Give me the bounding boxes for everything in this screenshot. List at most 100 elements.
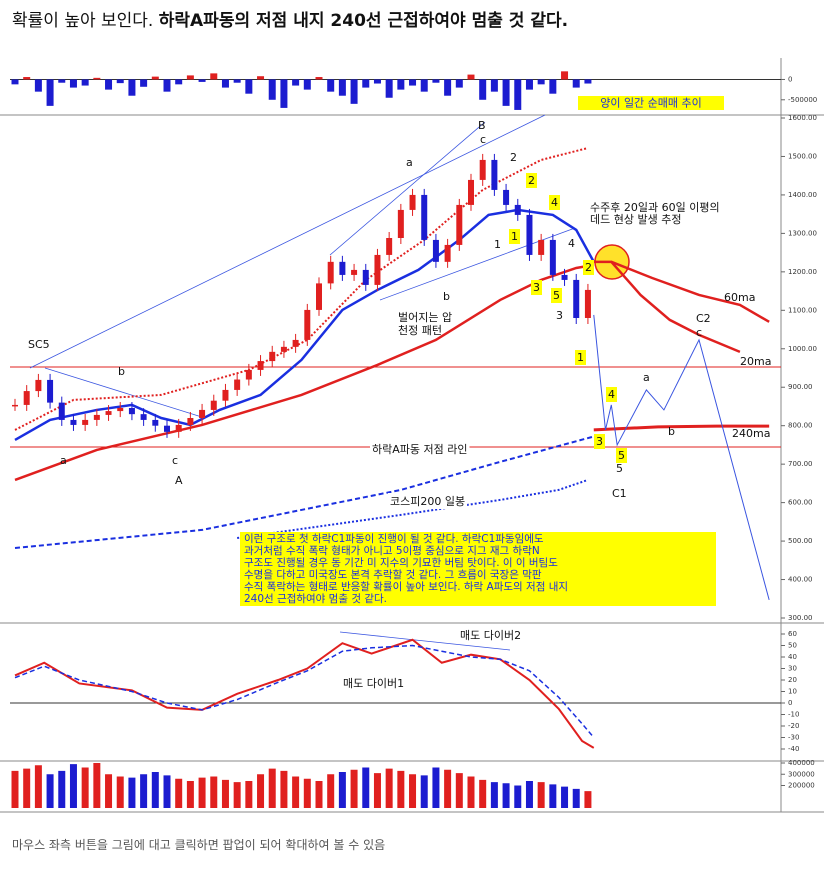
bar: [397, 770, 405, 808]
bar: [338, 79, 346, 96]
candle-body: [199, 409, 206, 418]
annotation: 1: [511, 230, 518, 243]
bar: [233, 79, 241, 83]
annotation: 5: [616, 462, 623, 475]
candle-body: [304, 309, 311, 340]
bar: [397, 79, 405, 90]
bar: [362, 79, 370, 88]
y-tick-label: 300000: [788, 770, 815, 778]
candle-body: [175, 424, 182, 432]
annotation: c: [172, 454, 178, 467]
candle-body: [245, 369, 252, 380]
bar: [46, 774, 54, 808]
annotation: 2: [510, 151, 517, 164]
bar: [69, 764, 77, 808]
bar: [584, 79, 592, 84]
bar: [350, 769, 358, 808]
bar: [327, 79, 335, 92]
header-lead: 확률이 높아 보인다.: [12, 11, 154, 31]
bar: [584, 791, 592, 808]
bar: [467, 74, 475, 80]
bar: [58, 79, 66, 83]
y-tick-label: 400000: [788, 759, 815, 767]
bar: [233, 782, 241, 808]
annotation: a: [406, 156, 413, 169]
bar: [163, 79, 171, 92]
bar: [257, 76, 265, 80]
bar: [186, 781, 194, 808]
candle-body: [187, 418, 194, 425]
bar: [93, 763, 101, 808]
candle-body: [128, 408, 135, 415]
annotation: 3: [556, 309, 563, 322]
annotation: 천정 패턴: [398, 323, 442, 337]
candle-body: [210, 400, 217, 410]
bar: [525, 781, 533, 808]
bar: [175, 79, 183, 85]
annotation: 2: [585, 261, 592, 274]
bar: [549, 784, 557, 808]
candle-body: [82, 419, 89, 425]
candle-body: [491, 159, 498, 190]
annotation: 4: [568, 237, 575, 250]
note-line: 이런 구조로 첫 하락C1파동이 진행이 될 것 같다. 하락C1파동임에도: [244, 532, 544, 545]
annotation: a: [60, 454, 67, 467]
annotation: 하락A파동 저점 라인: [372, 442, 467, 456]
footer: 마우스 좌측 버튼을 그림에 대고 클릭하면 팝업이 되어 확대하여 볼 수 있…: [12, 838, 386, 852]
annotation-box: [606, 387, 617, 402]
bar: [409, 79, 417, 86]
title-box: [578, 96, 724, 110]
y-tick-label: 900.00: [788, 383, 813, 391]
note-line: 구조도 진행될 경우 동 기간 미 지수의 기묘한 버팀 탓이다. 이 이 버팀…: [244, 556, 558, 569]
bar: [327, 774, 335, 808]
line-series: [14, 208, 595, 442]
y-tick-label: 300.00: [788, 614, 813, 622]
annotation: 5: [553, 289, 560, 302]
bar: [81, 767, 89, 808]
candle-body: [280, 346, 287, 352]
bar: [420, 79, 428, 92]
y-tick-label: 10: [788, 688, 797, 696]
y-tick-label: 0: [788, 75, 792, 83]
bar: [338, 772, 346, 808]
annotation: a: [643, 371, 650, 384]
y-tick-label: 800.00: [788, 422, 813, 430]
annotation: 매도 다이버1: [343, 677, 404, 690]
candle-body: [456, 204, 463, 245]
annotation: 매도 다이버2: [460, 629, 521, 642]
y-tick-label: -10: [788, 711, 799, 719]
bar: [140, 79, 148, 87]
annotation-box: [531, 280, 542, 295]
bar: [561, 786, 569, 808]
y-tick-label: 50: [788, 642, 797, 650]
annotation: b: [668, 425, 675, 438]
header-emphasis: 하락A파동의 저점 내지 240선 근접하여야 멈출 것 같다.: [158, 11, 569, 31]
bar: [444, 79, 452, 96]
annotation: 5: [618, 449, 625, 462]
annotation: c: [696, 326, 702, 339]
annotation-box: [388, 493, 468, 509]
bar: [490, 782, 498, 808]
candle-body: [386, 238, 393, 255]
bar: [572, 788, 580, 808]
annotation: 2: [528, 174, 535, 187]
bar: [502, 79, 510, 106]
bar: [514, 785, 522, 808]
bar: [34, 79, 42, 92]
bar: [221, 79, 229, 88]
y-tick-label: 1400.00: [788, 191, 817, 199]
annotation-box: [594, 434, 605, 449]
candle-body: [514, 204, 521, 215]
candle-body: [549, 239, 556, 275]
y-tick-label: 60: [788, 630, 797, 638]
bar: [11, 770, 19, 808]
candle-body: [468, 179, 474, 205]
candle-body: [257, 361, 264, 370]
annotation: 3: [533, 281, 540, 294]
bar: [268, 768, 276, 808]
annotation: 코스피200 일봉: [390, 494, 465, 508]
bar: [105, 79, 113, 90]
note-line: 수직 폭락하는 형태로 반응할 확률이 높아 보인다. 하락 A파도의 저점 내…: [244, 580, 568, 593]
annotation: 60ma: [724, 291, 755, 304]
